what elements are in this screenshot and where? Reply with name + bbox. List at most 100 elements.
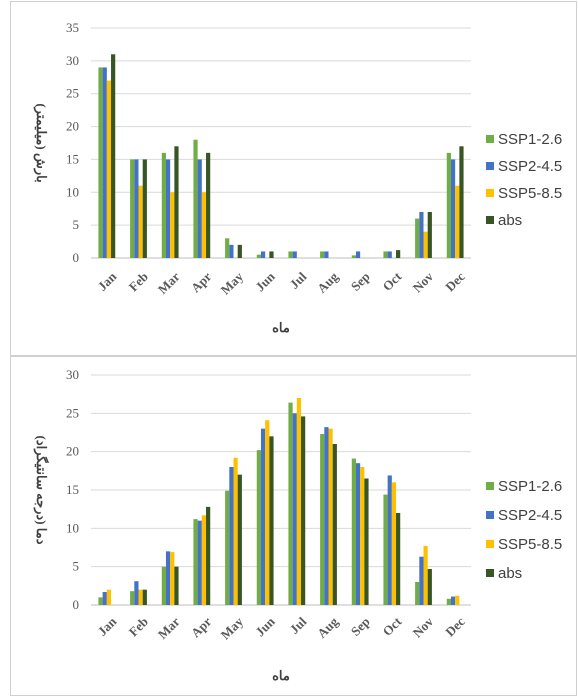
x-tick-label: Oct [379,268,404,293]
x-axis-title: ماه [272,668,290,683]
x-tick-label: Jul [287,614,310,637]
x-tick-label: Mar [155,614,183,642]
legend-swatch-ssp1-2-6 [486,135,494,143]
bar-temp-sep-abs [364,478,369,605]
bar-precip-nov-ssp2-4-5 [419,212,424,258]
bar-temp-oct-ssp2-4-5 [387,475,392,605]
bar-temp-jun-ssp1-2-6 [256,450,261,605]
x-tick-label: Dec [442,269,468,295]
bar-temp-jul-abs [301,416,306,605]
x-tick-label: Jun [252,613,278,639]
x-tick-label: Mar [155,269,183,297]
bar-precip-feb-ssp1-2-6 [130,159,135,258]
bar-precip-dec-abs [459,146,464,258]
temperature-chart: 0 5 10 15 20 25 30 Jan Feb Mar Apr May Jun Jul Aug Sep O… [33,367,562,683]
bar-temp-may-abs [237,474,242,605]
y-tick-label: 10 [66,520,79,535]
bar-precip-jun-abs [269,251,274,258]
y-tick-label: 25 [66,405,79,420]
bar-temp-oct-ssp5-8-5 [391,482,397,605]
bar-temp-sep-ssp1-2-6 [351,458,356,605]
legend-label-abs: abs [498,212,522,229]
y-tick-label: 5 [73,217,80,232]
x-tick-label: Apr [188,614,215,641]
bar-precip-oct-ssp2-4-5 [387,251,392,258]
legend-swatch-abs [486,569,494,577]
bar-temp-jan-ssp5-8-5 [106,589,112,605]
bar-precip-nov-ssp1-2-6 [415,218,420,258]
bar-precip-jan-ssp5-8-5 [106,80,112,258]
bar-temp-feb-ssp1-2-6 [130,591,135,605]
bar-temp-feb-ssp5-8-5 [138,589,143,605]
legend-label-ssp5-8-5: SSP5-8.5 [498,185,562,202]
bar-precip-jun-ssp1-2-6 [256,254,261,258]
bar-precip-aug-ssp1-2-6 [320,251,325,258]
bar-precip-feb-abs [142,159,147,258]
y-tick-label: 15 [66,151,79,166]
x-tick-label: Jul [287,269,310,292]
y-tick-label: 25 [66,86,79,101]
bar-temp-feb-abs [142,589,147,605]
bar-temp-dec-ssp5-8-5 [455,595,460,605]
bar-temp-apr-ssp5-8-5 [201,515,207,605]
x-tick-label: Nov [410,614,437,641]
y-tick-label: 10 [66,184,79,199]
bar-precip-mar-ssp5-8-5 [170,192,175,258]
y-tick-label: 20 [66,444,79,459]
bar-precip-jan-ssp1-2-6 [98,67,103,258]
legend-swatch-ssp1-2-6 [486,482,494,490]
x-tick-label: Aug [314,614,341,641]
x-tick-label: May [218,614,247,643]
bar-temp-dec-ssp2-4-5 [450,596,456,605]
y-axis-title: دما (درجه سانتیگراد) [33,435,50,544]
bar-precip-mar-ssp2-4-5 [165,159,171,258]
bar-precip-nov-abs [427,212,432,258]
bar-precip-dec-ssp2-4-5 [450,159,456,258]
bar-temp-oct-abs [396,513,401,605]
x-tick-label: Sep [348,614,373,639]
bar-temp-may-ssp2-4-5 [229,467,234,605]
bar-temp-jul-ssp2-4-5 [292,413,297,605]
x-tick-label: Feb [126,269,151,294]
bar-precip-jan-abs [111,54,116,259]
bar-temp-may-ssp5-8-5 [233,457,238,605]
legend-label-abs: abs [498,565,522,582]
bar-temp-jun-ssp2-4-5 [260,428,266,605]
bar-temp-jul-ssp1-2-6 [288,402,293,605]
y-tick-label: 30 [66,53,79,68]
x-tick-label: Apr [188,269,215,296]
bar-temp-jun-ssp5-8-5 [265,420,270,605]
y-tick-label: 5 [73,559,80,574]
bar-precip-oct-abs [396,250,401,258]
bar-precip-may-abs [237,244,242,258]
bar-precip-mar-abs [174,146,179,258]
bar-precip-sep-ssp2-4-5 [355,251,361,258]
bar-precip-apr-abs [206,152,211,258]
bar-temp-jan-ssp2-4-5 [102,591,107,605]
precipitation-chart: 0 5 10 15 20 25 30 35 Jan Feb Mar Apr May Jun Jul Aug Se… [33,20,562,335]
bar-precip-feb-ssp2-4-5 [134,159,139,258]
legend-label-ssp2-4-5: SSP2-4.5 [498,507,562,524]
bar-precip-dec-ssp5-8-5 [455,185,460,258]
y-tick-label: 0 [73,597,80,612]
bar-precip-jun-ssp2-4-5 [260,251,266,258]
x-tick-label: Oct [379,613,404,638]
x-tick-label: Aug [314,269,341,296]
x-tick-label: Jan [94,268,119,293]
legend-swatch-ssp2-4-5 [486,162,494,170]
bar-temp-mar-ssp5-8-5 [170,552,175,605]
legend-swatch-ssp5-8-5 [486,540,494,548]
bar-temp-sep-ssp2-4-5 [355,463,361,605]
bar-precip-apr-ssp1-2-6 [193,139,198,258]
bar-temp-nov-abs [427,568,432,605]
bar-temp-nov-ssp5-8-5 [423,545,428,605]
legend-label-ssp1-2-6: SSP1-2.6 [498,478,562,495]
bar-precip-sep-ssp1-2-6 [351,255,356,258]
x-tick-label: Dec [442,614,468,640]
legend-swatch-abs [486,216,494,224]
y-tick-label: 30 [66,367,79,382]
bar-precip-apr-ssp5-8-5 [201,192,207,258]
legend-label-ssp2-4-5: SSP2-4.5 [498,158,562,175]
y-tick-label: 15 [66,482,79,497]
